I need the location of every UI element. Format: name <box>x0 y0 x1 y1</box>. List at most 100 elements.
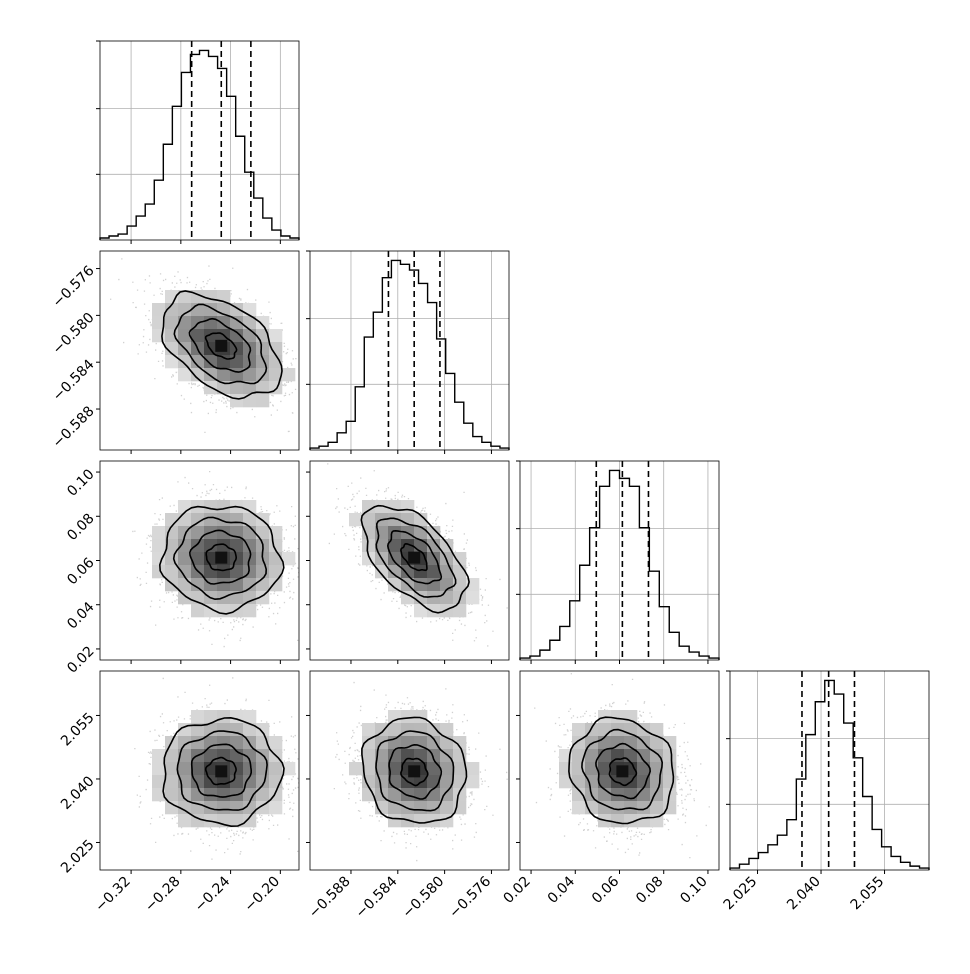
density-cell <box>362 723 376 737</box>
density-cell <box>349 762 363 776</box>
y-tick-label: 2.055 <box>58 710 98 750</box>
density-cell <box>230 565 244 579</box>
density-cell <box>559 762 573 776</box>
density-cell <box>650 736 664 750</box>
density-cell <box>191 539 205 553</box>
density-cell <box>256 381 270 395</box>
density-cell <box>637 801 651 815</box>
density-cell <box>217 788 231 802</box>
density-layer <box>134 677 299 860</box>
density-cell <box>375 723 389 737</box>
density-cell <box>191 762 205 776</box>
density-cell <box>191 329 205 343</box>
density-cell <box>637 788 651 802</box>
density-cell <box>269 801 283 815</box>
density-cell <box>230 736 244 750</box>
density-panel-2-3: 0.02 0.04 0.06 0.08 0.10 <box>501 670 720 907</box>
density-cell <box>204 710 218 724</box>
density-cell <box>637 749 651 763</box>
panel-background <box>100 41 299 240</box>
hist-panel-0 <box>96 40 300 244</box>
contour-line <box>158 505 285 615</box>
density-cell <box>401 749 415 763</box>
density-cell <box>375 775 389 789</box>
density-cell <box>401 565 415 579</box>
density-cell <box>375 749 389 763</box>
contour-line <box>375 730 455 812</box>
x-tick-label: −0.20 <box>242 874 284 916</box>
y-tick-label: 0.08 <box>64 511 97 544</box>
density-cell <box>414 736 428 750</box>
density-cell <box>217 604 231 618</box>
density-cell <box>256 788 270 802</box>
density-cell <box>401 710 415 724</box>
contour-line <box>386 529 443 585</box>
density-cell <box>453 762 467 776</box>
density-cell <box>256 578 270 592</box>
density-cell <box>243 801 257 815</box>
density-cell <box>230 381 244 395</box>
density-cell <box>256 801 270 815</box>
density-cell <box>440 801 454 815</box>
density-layer <box>333 681 508 862</box>
density-cell <box>243 723 257 737</box>
density-cell <box>191 604 205 618</box>
density-cell <box>401 723 415 737</box>
density-cell <box>178 814 192 828</box>
density-cell <box>165 749 179 763</box>
density-cell <box>204 513 218 527</box>
density-cell <box>217 381 231 395</box>
density-cell <box>243 749 257 763</box>
density-peak <box>215 551 228 564</box>
y-tick-label: −0.576 <box>50 263 98 311</box>
density-cell <box>362 526 376 540</box>
density-cell <box>585 749 599 763</box>
density-cell <box>217 801 231 815</box>
density-cell <box>191 723 205 737</box>
density-cell <box>230 539 244 553</box>
density-peak <box>616 765 629 778</box>
density-cell <box>440 604 454 618</box>
density-cell <box>217 539 231 553</box>
density-cell <box>243 775 257 789</box>
density-cell <box>152 316 166 330</box>
density-cell <box>414 723 428 737</box>
density-panel-0-1: −0.588−0.584−0.580−0.576 <box>50 250 300 454</box>
density-cell <box>427 762 441 776</box>
density-panel-0-3: −0.32 −0.28 −0.24 −0.20 2.025 2.040 2.055 <box>58 670 300 916</box>
density-cell <box>243 381 257 395</box>
density-cell <box>217 775 231 789</box>
contour-line <box>388 743 443 800</box>
density-cell <box>204 775 218 789</box>
density-cell <box>256 723 270 737</box>
density-cell <box>230 329 244 343</box>
density-cell <box>269 368 283 382</box>
y-tick-label: 2.040 <box>58 773 98 813</box>
density-cell <box>269 762 283 776</box>
density-cell <box>178 303 192 317</box>
density-cell <box>217 736 231 750</box>
density-cell <box>152 526 166 540</box>
density-cell <box>388 565 402 579</box>
density-cell <box>204 539 218 553</box>
density-cell <box>427 565 441 579</box>
contour-line <box>361 716 468 824</box>
density-cell <box>230 513 244 527</box>
contour-line <box>162 716 285 828</box>
density-cell <box>453 604 467 618</box>
density-cell <box>191 526 205 540</box>
histogram-step <box>99 49 300 240</box>
density-cell <box>178 329 192 343</box>
density-cell <box>165 303 179 317</box>
density-panel-0-2: 0.02 0.04 0.06 0.08 0.10 <box>64 460 300 677</box>
density-cell <box>440 762 454 776</box>
density-cell <box>466 775 480 789</box>
density-cell <box>256 591 270 605</box>
x-tick-label: 0.08 <box>633 874 666 907</box>
density-cell <box>453 552 467 566</box>
density-cell <box>453 788 467 802</box>
density-cell <box>204 500 218 514</box>
density-layer <box>110 258 299 433</box>
density-cell <box>178 290 192 304</box>
density-cell <box>269 342 283 356</box>
